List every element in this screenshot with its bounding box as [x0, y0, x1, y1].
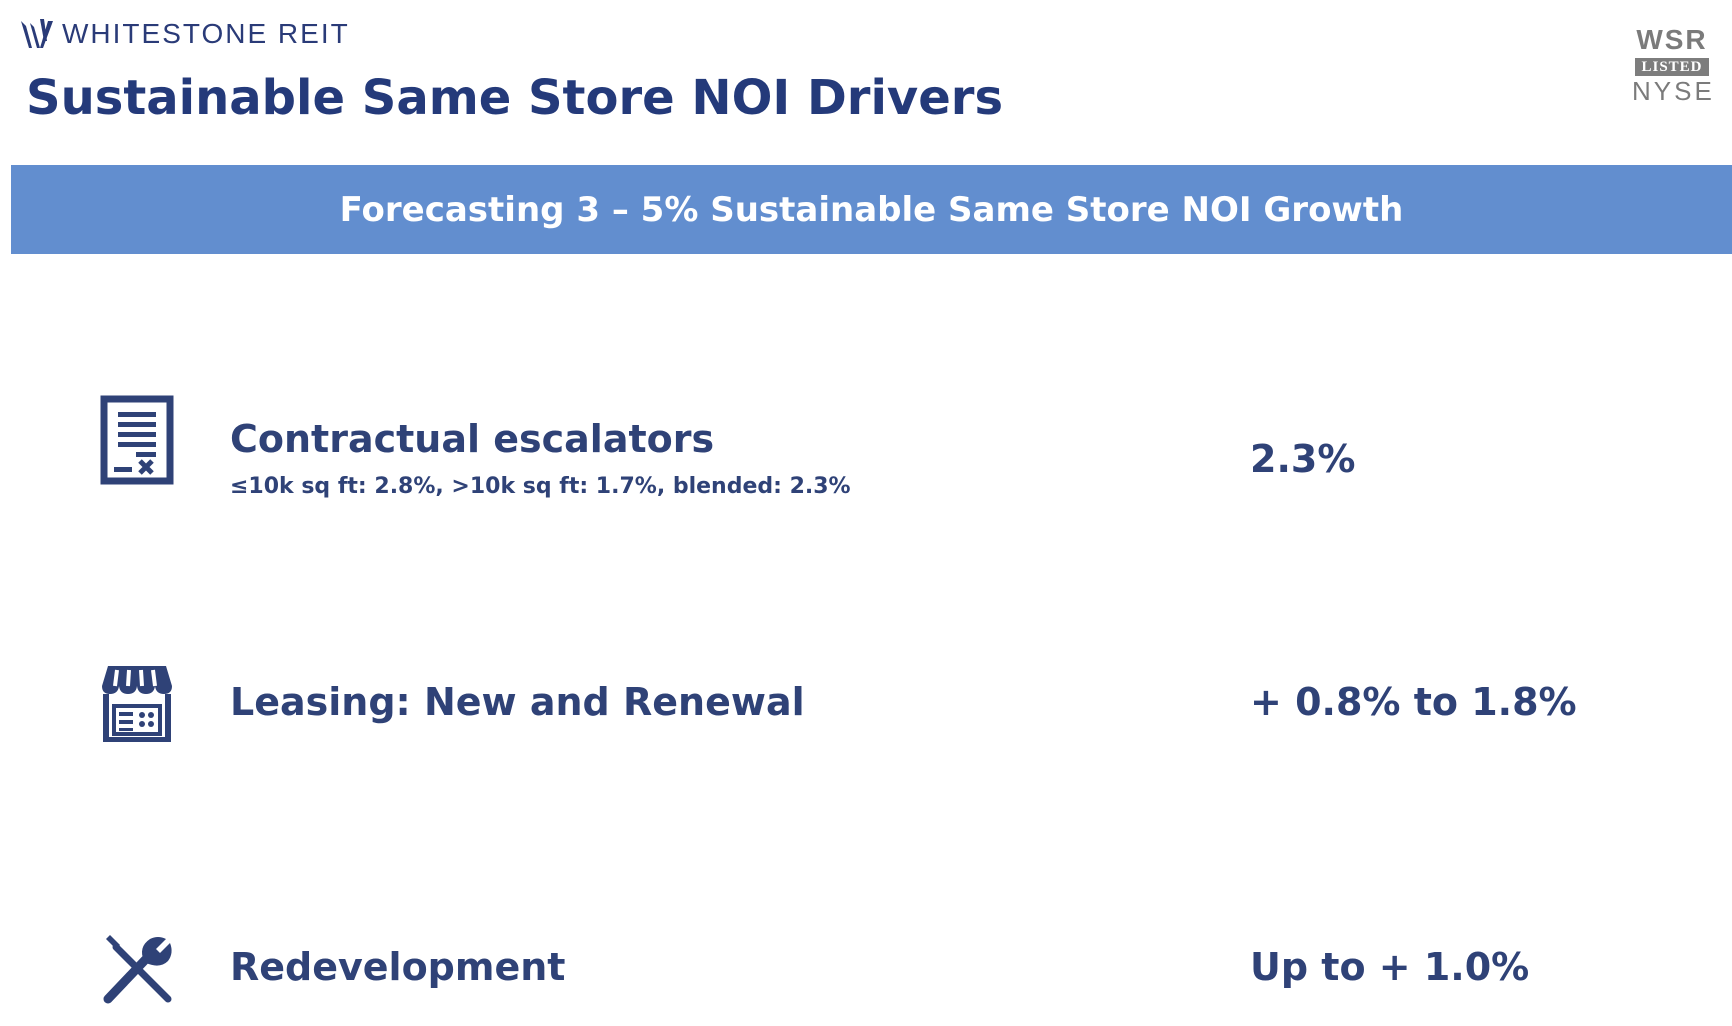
logo-text: WHITESTONE REIT [62, 18, 350, 49]
forecast-banner: Forecasting 3 – 5% Sustainable Same Stor… [11, 165, 1732, 254]
driver-value: 2.3% [1250, 437, 1356, 481]
tools-icon [100, 933, 174, 1007]
listed-label: LISTED [1635, 58, 1709, 76]
nyse-listed-badge: WSR LISTED NYSE [1632, 24, 1715, 106]
driver-value: + 0.8% to 1.8% [1250, 680, 1577, 724]
page-title: Sustainable Same Store NOI Drivers [26, 70, 1004, 126]
whitestone-logo-icon [21, 19, 53, 48]
exchange-name: NYSE [1632, 76, 1715, 106]
driver-value: Up to + 1.0% [1250, 945, 1530, 989]
driver-label: Redevelopment [230, 945, 566, 989]
driver-detail: ≤10k sq ft: 2.8%, >10k sq ft: 1.7%, blen… [230, 474, 851, 499]
ticker-symbol: WSR [1636, 24, 1708, 55]
driver-label: Leasing: New and Renewal [230, 680, 805, 724]
driver-label: Contractual escalators [230, 417, 715, 461]
storefront-icon [100, 664, 174, 743]
banner-text: Forecasting 3 – 5% Sustainable Same Stor… [339, 189, 1404, 230]
company-logo: WHITESTONE REIT [20, 14, 350, 54]
contract-icon [100, 395, 174, 485]
